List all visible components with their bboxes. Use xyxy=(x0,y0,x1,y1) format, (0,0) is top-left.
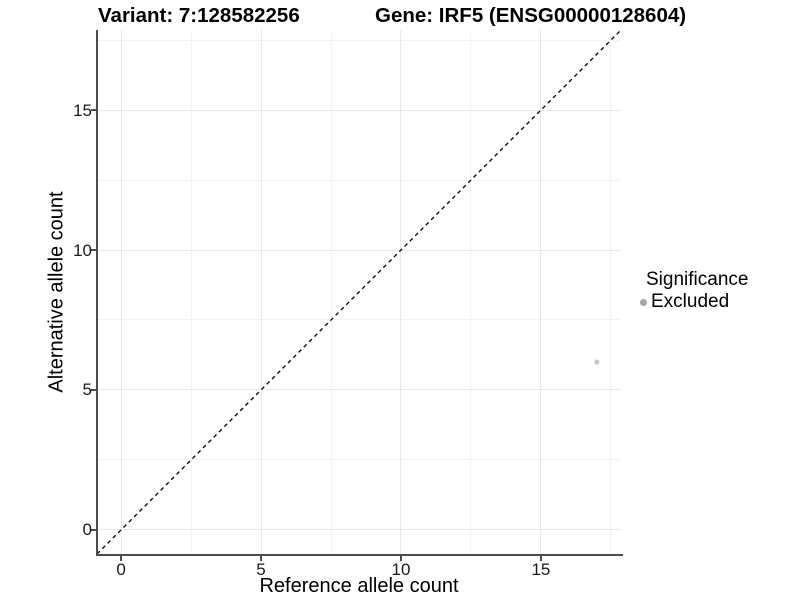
gridline-major-h xyxy=(97,389,621,391)
y-tick xyxy=(90,109,96,112)
legend-item-label: Excluded xyxy=(651,291,730,312)
x-tick xyxy=(120,555,123,561)
legend-key-dot-icon xyxy=(640,298,647,306)
gridline-major-v xyxy=(540,30,542,554)
plot-title-variant: Variant: 7:128582256 xyxy=(98,4,300,27)
gridline-minor-v xyxy=(610,30,612,554)
gridline-major-v xyxy=(120,30,122,554)
gridline-major-h xyxy=(97,109,621,111)
y-tick xyxy=(90,388,96,391)
x-tick xyxy=(539,555,542,561)
x-axis-label: Reference allele count xyxy=(259,575,459,597)
gridline-minor-v xyxy=(330,30,332,554)
gridline-minor-h xyxy=(97,179,621,181)
y-tick-label: 15 xyxy=(73,100,92,120)
gridline-minor-h xyxy=(97,319,621,321)
x-tick-label: 15 xyxy=(531,560,551,579)
legend: Significance Excluded xyxy=(640,270,748,312)
y-tick xyxy=(90,249,96,251)
x-tick-label: 0 xyxy=(116,560,126,579)
gridline-major-h xyxy=(97,249,621,251)
y-tick-label: 5 xyxy=(82,380,92,400)
plot-panel xyxy=(97,30,621,554)
legend-title: Significance xyxy=(646,269,749,290)
gridline-minor-h xyxy=(97,39,621,41)
y-tick-label: 0 xyxy=(82,520,92,540)
y-axis-label: Alternative allele count xyxy=(45,191,68,393)
x-tick-label: 10 xyxy=(391,560,411,579)
gridline-major-h xyxy=(97,529,621,531)
gridline-minor-v xyxy=(470,30,472,554)
gridline-major-v xyxy=(400,30,402,554)
gridline-minor-v xyxy=(190,30,192,554)
x-tick xyxy=(399,555,402,561)
y-tick-label: 10 xyxy=(73,240,92,260)
data-point xyxy=(594,359,600,365)
plot-title-gene: Gene: IRF5 (ENSG00000128604) xyxy=(375,4,687,27)
gridline-major-v xyxy=(260,30,262,554)
plot-layer xyxy=(97,30,621,554)
y-tick xyxy=(90,528,96,531)
y-axis-line xyxy=(95,30,98,556)
x-tick-label: 5 xyxy=(256,560,266,579)
gridline-minor-h xyxy=(97,459,621,461)
x-tick xyxy=(260,555,263,561)
identity-line xyxy=(97,30,621,554)
legend-item: Excluded xyxy=(640,292,748,312)
x-axis-line xyxy=(95,553,623,556)
